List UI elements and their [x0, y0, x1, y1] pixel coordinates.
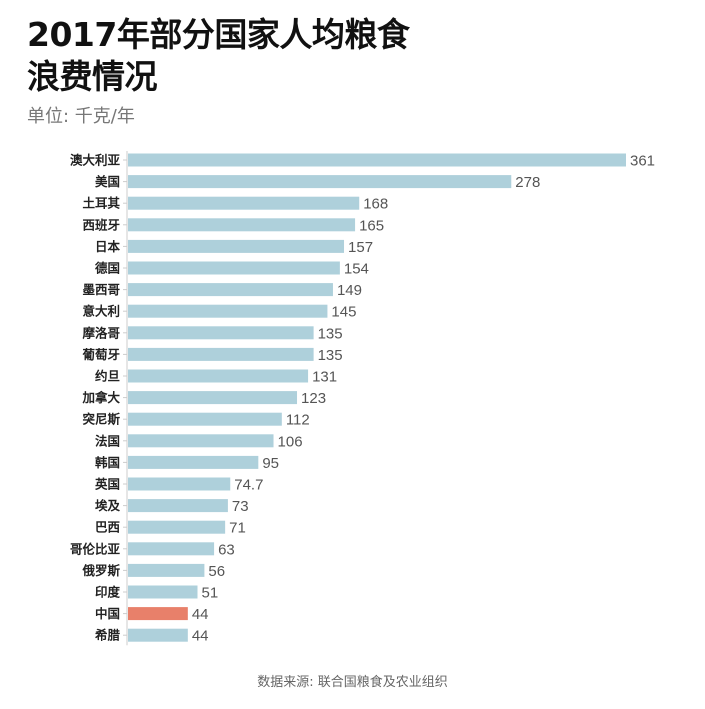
bar: [128, 326, 314, 340]
category-label: 突尼斯: [82, 412, 120, 427]
category-label: 墨西哥: [82, 282, 120, 297]
value-label: 123: [301, 390, 326, 407]
category-label: 葡萄牙: [81, 347, 120, 362]
category-label: 澳大利亚: [70, 153, 121, 168]
data-source: 数据来源: 联合国粮食及农业组织: [257, 675, 448, 690]
value-label: 149: [337, 282, 362, 299]
category-label: 哥伦比亚: [70, 541, 121, 556]
bar: [128, 261, 340, 275]
value-label: 112: [286, 412, 310, 429]
value-label: 135: [318, 347, 343, 364]
category-label: 印度: [95, 585, 121, 600]
value-label: 131: [312, 369, 337, 386]
category-label: 韩国: [95, 455, 120, 470]
bar: [128, 304, 328, 318]
category-label: 约旦: [95, 369, 120, 384]
bar: [128, 196, 360, 210]
value-label: 361: [630, 153, 655, 170]
bar: [128, 477, 231, 491]
category-label: 埃及: [95, 498, 121, 513]
category-label: 西班牙: [82, 217, 120, 232]
value-label: 165: [359, 217, 384, 234]
value-label: 63: [218, 541, 235, 558]
bar: [128, 175, 512, 189]
bar: [128, 499, 228, 513]
bar: [128, 369, 309, 383]
value-label: 168: [363, 196, 388, 213]
bar-highlight: [128, 607, 188, 621]
unit-label: 单位: 千克/年: [27, 106, 135, 127]
category-label: 德国: [95, 261, 120, 276]
category-label: 摩洛哥: [82, 325, 120, 340]
category-label: 巴西: [95, 520, 120, 535]
value-label: 44: [192, 606, 209, 623]
chart-title-line1: 2017年部分国家人均粮食: [27, 15, 410, 54]
category-label: 日本: [95, 239, 121, 254]
value-label: 71: [229, 520, 246, 537]
category-label: 中国: [95, 606, 120, 621]
category-label: 加拿大: [81, 390, 120, 405]
chart-title: 2017年部分国家人均粮食 浪费情况: [27, 14, 410, 98]
value-label: 157: [348, 239, 373, 256]
bar: [128, 239, 345, 253]
category-label: 希腊: [94, 628, 121, 643]
bar: [128, 347, 314, 361]
value-label: 74.7: [234, 477, 263, 494]
value-label: 51: [201, 585, 218, 602]
category-label: 法国: [95, 433, 120, 448]
bar: [128, 585, 198, 599]
value-label: 154: [344, 261, 369, 278]
bar: [128, 391, 298, 405]
bar: [128, 563, 205, 577]
bar: [128, 283, 333, 297]
category-label: 意大利: [82, 304, 120, 319]
bar: [128, 628, 188, 642]
category-label: 美国: [95, 174, 120, 189]
value-label: 278: [515, 174, 540, 191]
value-label: 56: [208, 563, 225, 580]
chart-title-line2: 浪费情况: [27, 57, 158, 96]
value-label: 95: [262, 455, 279, 472]
bar: [128, 218, 356, 232]
bar: [128, 455, 259, 469]
category-label: 英国: [95, 477, 120, 492]
category-label: 俄罗斯: [81, 563, 120, 578]
bar: [128, 153, 626, 167]
value-label: 106: [278, 433, 303, 450]
category-label: 土耳其: [82, 196, 120, 211]
value-label: 135: [318, 325, 343, 342]
bar: [128, 542, 215, 556]
bar: [128, 412, 282, 426]
value-label: 44: [192, 628, 209, 645]
bar: [128, 520, 226, 534]
value-label: 73: [232, 498, 249, 515]
bar: [128, 434, 274, 448]
value-label: 145: [331, 304, 356, 321]
